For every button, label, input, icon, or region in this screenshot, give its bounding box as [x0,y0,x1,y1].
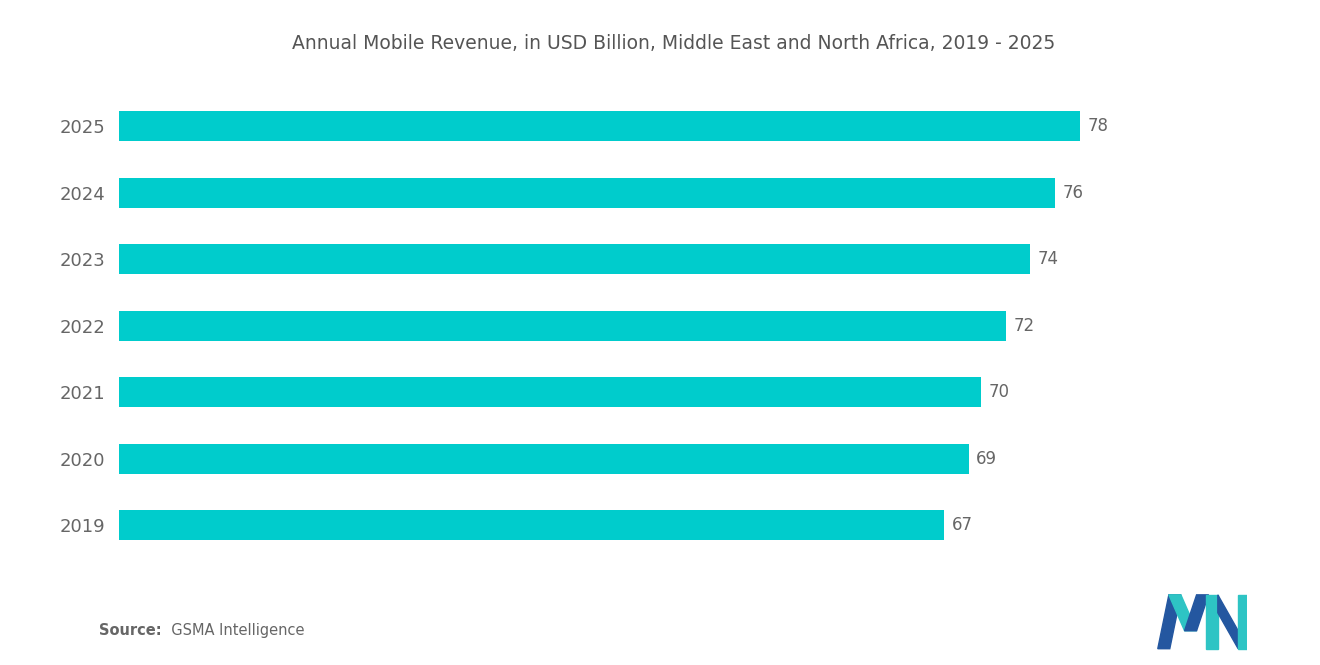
Polygon shape [1218,595,1238,649]
Text: Source:: Source: [99,623,161,638]
Bar [119,511,944,540]
Bar [119,444,969,473]
Text: 78: 78 [1088,117,1109,136]
Text: 70: 70 [989,383,1010,402]
Bar [119,377,981,407]
Text: GSMA Intelligence: GSMA Intelligence [162,623,305,638]
Text: 67: 67 [952,516,973,535]
Text: 72: 72 [1014,317,1035,335]
Bar [119,311,1006,340]
Bar [119,245,1031,274]
Polygon shape [1206,595,1218,649]
Polygon shape [1238,595,1247,649]
Text: 76: 76 [1063,184,1084,202]
Polygon shape [1184,595,1209,630]
Bar [119,111,1080,141]
Polygon shape [1170,595,1196,630]
Polygon shape [1158,595,1181,649]
Title: Annual Mobile Revenue, in USD Billion, Middle East and North Africa, 2019 - 2025: Annual Mobile Revenue, in USD Billion, M… [292,34,1055,53]
Bar [119,178,1055,207]
Text: 69: 69 [977,450,998,468]
Text: 74: 74 [1038,250,1059,269]
